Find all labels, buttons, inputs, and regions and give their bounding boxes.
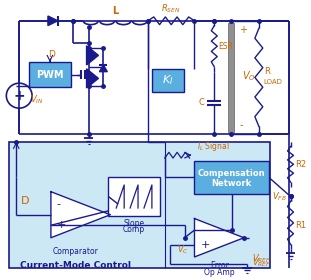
Text: +: +: [200, 241, 210, 250]
Text: L: L: [112, 6, 118, 16]
Text: +: +: [239, 25, 247, 35]
Bar: [228, 23, 234, 132]
Text: Error: Error: [210, 261, 229, 270]
Bar: [29, 62, 71, 87]
Text: $V_{IN}$: $V_{IN}$: [30, 93, 44, 106]
Text: Op Amp: Op Amp: [204, 267, 234, 277]
Text: Compensation: Compensation: [198, 169, 265, 178]
Text: Comparator: Comparator: [53, 247, 99, 256]
Text: $I_L$ Signal: $I_L$ Signal: [197, 140, 230, 153]
Text: +: +: [13, 89, 25, 103]
Polygon shape: [194, 219, 244, 257]
Polygon shape: [86, 46, 98, 65]
Polygon shape: [86, 69, 98, 88]
Bar: [9, 142, 270, 269]
Bar: [108, 177, 160, 216]
Polygon shape: [48, 16, 58, 25]
Text: -: -: [200, 225, 204, 235]
Text: Network: Network: [211, 179, 252, 188]
Text: $V_{FB}$: $V_{FB}$: [272, 190, 286, 203]
Text: D: D: [21, 196, 30, 206]
Text: -: -: [239, 120, 243, 130]
Text: +: +: [57, 220, 66, 230]
Text: D: D: [49, 50, 55, 59]
Text: $V_O$: $V_O$: [242, 69, 256, 83]
Text: $K_I$: $K_I$: [162, 73, 174, 87]
Text: C: C: [198, 98, 204, 107]
Text: -: -: [57, 199, 61, 209]
Text: $V_{REF}$: $V_{REF}$: [252, 256, 271, 269]
Text: $V_{REF}$: $V_{REF}$: [252, 253, 271, 265]
Text: Comp: Comp: [123, 225, 145, 234]
Text: $R_{SEN}$: $R_{SEN}$: [161, 3, 181, 15]
Text: R: R: [264, 67, 270, 76]
Polygon shape: [100, 65, 107, 72]
Text: Current-Mode Control: Current-Mode Control: [20, 261, 131, 270]
Text: ESR: ESR: [218, 42, 233, 51]
Text: R1: R1: [295, 221, 307, 230]
Text: Slope: Slope: [123, 219, 145, 228]
Text: LOAD: LOAD: [264, 79, 283, 85]
Text: $V_C$: $V_C$: [177, 244, 188, 256]
Text: PWM: PWM: [36, 69, 64, 80]
Bar: [152, 69, 183, 92]
Bar: [194, 161, 269, 193]
Text: R2: R2: [295, 160, 307, 169]
Polygon shape: [51, 192, 110, 238]
